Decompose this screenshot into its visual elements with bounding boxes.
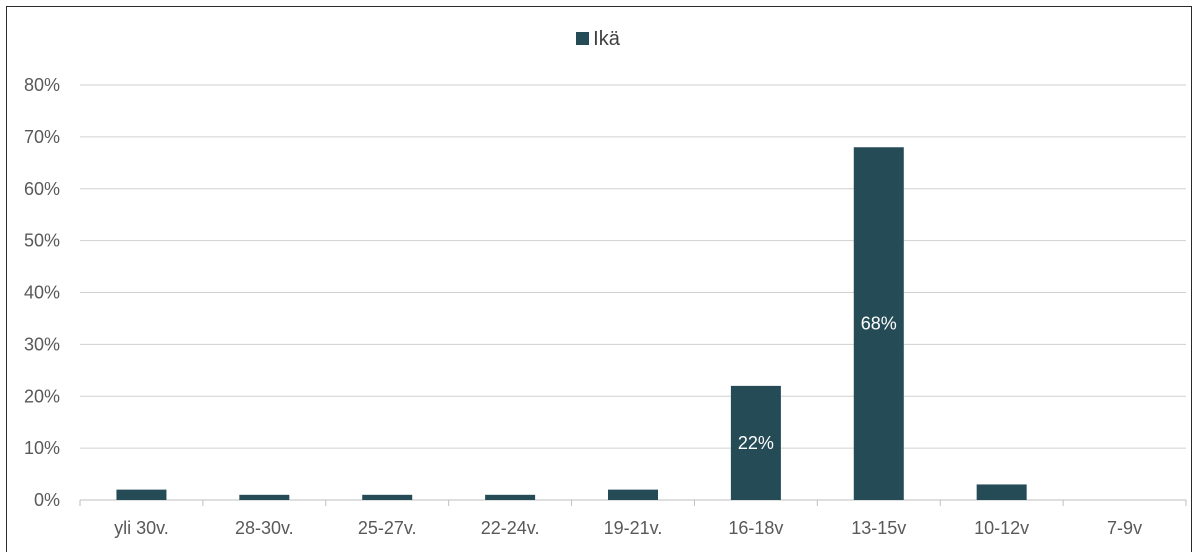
x-tick-label: 13-15v [851,518,906,538]
y-tick-label: 40% [24,283,60,303]
x-tick-label: 28-30v. [235,518,294,538]
y-tick-label: 50% [24,231,60,251]
y-tick-label: 70% [24,127,60,147]
bar [608,490,658,500]
bar [116,490,166,500]
bar [485,495,535,500]
y-tick-label: 20% [24,386,60,406]
x-tick-label: 10-12v [974,518,1029,538]
y-tick-label: 10% [24,438,60,458]
x-tick-label: yli 30v. [114,518,169,538]
bar [362,495,412,500]
y-tick-label: 60% [24,179,60,199]
x-tick-label: 25-27v. [358,518,417,538]
x-tick-label: 7-9v [1107,518,1142,538]
bar [239,495,289,500]
x-tick-label: 22-24v. [481,518,540,538]
bar [977,484,1027,500]
x-tick-label: 19-21v. [604,518,663,538]
x-tick-label: 16-18v [728,518,783,538]
y-tick-label: 30% [24,334,60,354]
y-tick-label: 80% [24,75,60,95]
data-label: 68% [861,314,897,334]
y-tick-label: 0% [34,490,60,510]
data-label: 22% [738,433,774,453]
